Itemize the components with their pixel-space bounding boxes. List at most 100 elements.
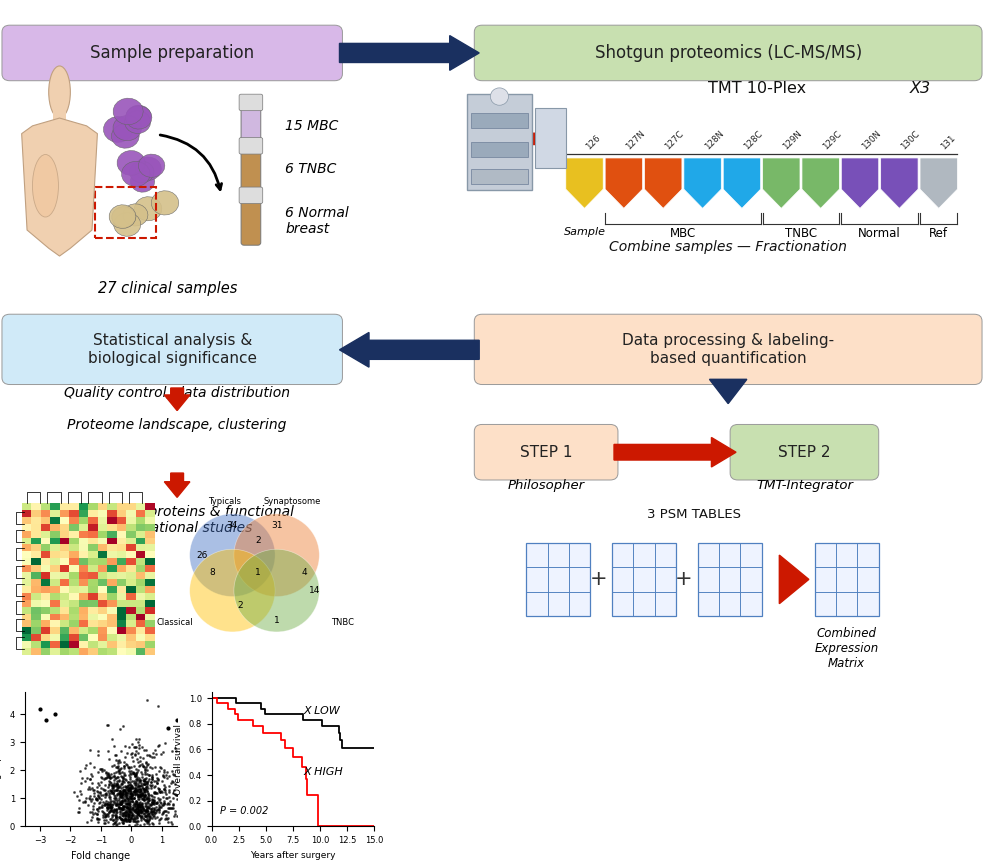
Point xyxy=(117,792,133,806)
Point xyxy=(111,764,127,778)
Point xyxy=(120,775,136,789)
Point xyxy=(103,797,119,811)
Text: 130N: 130N xyxy=(860,128,883,151)
Point xyxy=(121,740,137,754)
Point xyxy=(127,783,143,797)
Point xyxy=(133,802,149,816)
Point xyxy=(108,803,124,817)
Point xyxy=(122,795,138,809)
Point xyxy=(161,797,177,811)
Point xyxy=(100,745,116,759)
Point xyxy=(155,804,171,818)
Point xyxy=(124,746,140,760)
Point xyxy=(128,793,144,807)
Point xyxy=(141,774,156,788)
Point xyxy=(147,786,162,799)
FancyBboxPatch shape xyxy=(241,142,261,195)
Point xyxy=(101,774,117,788)
Bar xyxy=(534,108,566,168)
Point xyxy=(141,806,156,819)
Point xyxy=(132,788,148,802)
Point xyxy=(130,799,146,812)
Point xyxy=(102,783,118,797)
Point xyxy=(118,797,134,811)
Point xyxy=(146,796,161,810)
Point xyxy=(115,770,131,784)
Point xyxy=(132,774,148,788)
Point xyxy=(130,813,146,827)
Point xyxy=(156,786,172,799)
Point xyxy=(134,805,150,819)
Point xyxy=(114,791,130,805)
Point xyxy=(87,760,102,773)
Point xyxy=(90,786,105,799)
Point xyxy=(118,789,134,803)
Point xyxy=(136,759,152,773)
Point xyxy=(137,799,153,813)
Point xyxy=(179,740,195,753)
Point xyxy=(112,807,128,821)
Text: 126: 126 xyxy=(584,133,602,151)
Point xyxy=(129,810,145,824)
Point xyxy=(157,791,173,805)
Point xyxy=(124,803,140,817)
Point xyxy=(156,797,172,811)
Point xyxy=(101,769,117,783)
Point xyxy=(122,770,138,784)
Point xyxy=(116,806,132,820)
Point xyxy=(149,786,164,800)
Point xyxy=(148,786,163,799)
Polygon shape xyxy=(881,158,918,208)
Polygon shape xyxy=(614,437,736,467)
Point xyxy=(171,812,187,825)
Point xyxy=(115,786,131,800)
Point xyxy=(116,775,132,789)
Point xyxy=(135,805,151,819)
Point xyxy=(120,798,136,812)
Point xyxy=(123,802,139,816)
Point xyxy=(134,796,150,810)
Point xyxy=(115,800,131,814)
Point xyxy=(136,774,152,788)
Text: +: + xyxy=(589,569,607,589)
Point xyxy=(136,787,152,801)
Point xyxy=(136,782,152,796)
Point xyxy=(100,786,116,799)
Point xyxy=(130,805,146,819)
Bar xyxy=(471,142,527,157)
Point xyxy=(97,771,113,785)
Point xyxy=(122,813,138,827)
Point xyxy=(126,784,142,798)
Point xyxy=(127,768,143,782)
Point xyxy=(146,805,161,819)
Point xyxy=(112,785,128,799)
Point xyxy=(142,767,157,781)
Point xyxy=(153,795,168,809)
Text: Sample preparation: Sample preparation xyxy=(91,44,254,62)
Point xyxy=(118,807,134,821)
Point xyxy=(143,749,158,763)
Point xyxy=(153,786,168,799)
Point xyxy=(158,771,174,785)
Point xyxy=(128,784,144,798)
Point xyxy=(176,786,192,800)
Point xyxy=(121,791,137,805)
Point xyxy=(98,766,114,780)
Point xyxy=(132,779,148,792)
Text: TMT-Integrator: TMT-Integrator xyxy=(757,479,853,492)
Point xyxy=(130,802,146,816)
Polygon shape xyxy=(113,115,142,141)
Point xyxy=(102,803,118,817)
Point xyxy=(132,786,148,799)
Point xyxy=(103,776,119,790)
Point xyxy=(80,782,95,796)
Point xyxy=(129,798,145,812)
Bar xyxy=(471,169,527,184)
Point xyxy=(132,803,148,817)
Point xyxy=(123,786,139,800)
Point xyxy=(142,807,157,821)
Polygon shape xyxy=(802,158,839,208)
Point xyxy=(118,803,134,817)
Point xyxy=(102,770,118,784)
Point xyxy=(121,792,137,806)
